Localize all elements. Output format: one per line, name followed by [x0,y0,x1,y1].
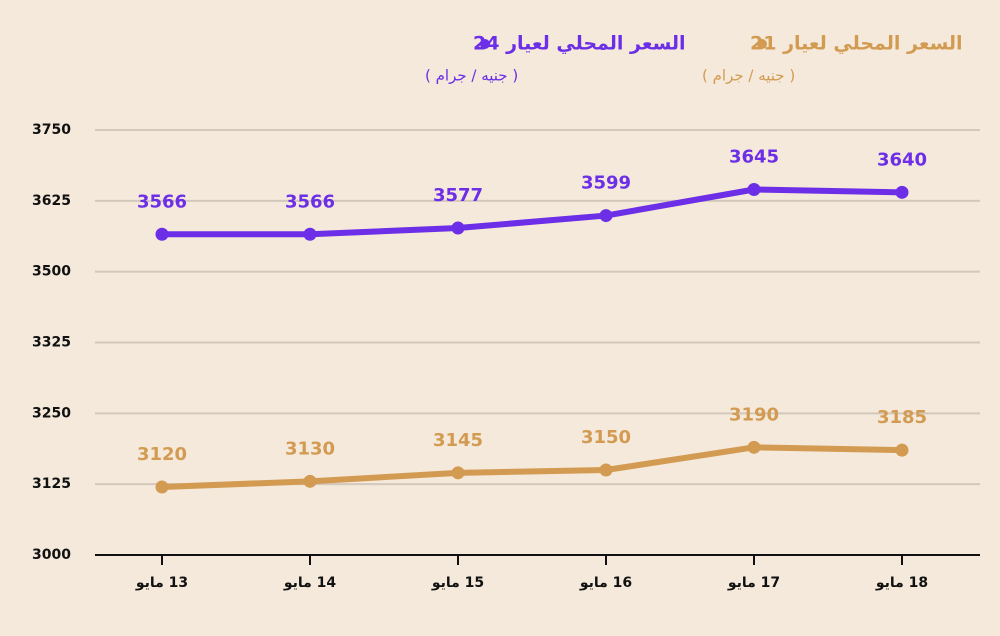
x-tick-label: 15 مايو [431,575,484,591]
x-tick-label: 17 مايو [727,575,780,591]
y-tick-label: 3000 [32,547,71,563]
data-label: 3150 [581,427,631,448]
x-tick-label: 16 مايو [579,575,632,591]
y-tick-label: 3125 [32,476,71,492]
legend-label: السعر المحلي لعيار 24 [473,33,686,55]
series-line [161,444,903,490]
point [895,185,909,199]
x-tick-label: 18 مايو [875,575,928,591]
point [451,221,465,235]
y-tick-label: 3750 [32,122,71,138]
point [155,227,169,241]
data-label: 3577 [433,185,483,206]
data-label: 3120 [137,444,187,465]
legend-unit: ( جنيه / جرام ) [425,67,518,85]
legend-dot [480,39,490,49]
y-tick-label: 3325 [32,335,71,351]
y-tick-label: 3625 [32,193,71,209]
legend-dot [757,39,767,49]
data-label: 3566 [137,191,187,212]
point [303,227,317,241]
y-tick-label: 3500 [32,264,71,280]
data-label: 3145 [433,430,483,451]
point [747,183,761,196]
legend-unit: ( جنيه / جرام ) [702,67,795,85]
data-label: 3566 [285,191,335,212]
data-label: 3130 [285,438,335,459]
data-label: 3185 [877,407,927,428]
series-line [162,186,903,238]
point [155,480,169,494]
x-tick-label: 14 مايو [283,575,337,591]
point [895,443,909,457]
legend-label: السعر المحلي لعيار 21 [750,33,963,55]
data-label: 3599 [581,173,631,194]
x-tick-label: 13 مايو [135,575,188,591]
point [451,466,465,480]
point [599,209,613,223]
point [747,440,761,454]
data-label: 3645 [729,147,779,168]
data-label: 3640 [877,149,927,170]
data-label: 3190 [729,404,779,425]
point [303,474,317,488]
point [599,463,613,477]
y-tick-label: 3250 [32,405,71,421]
